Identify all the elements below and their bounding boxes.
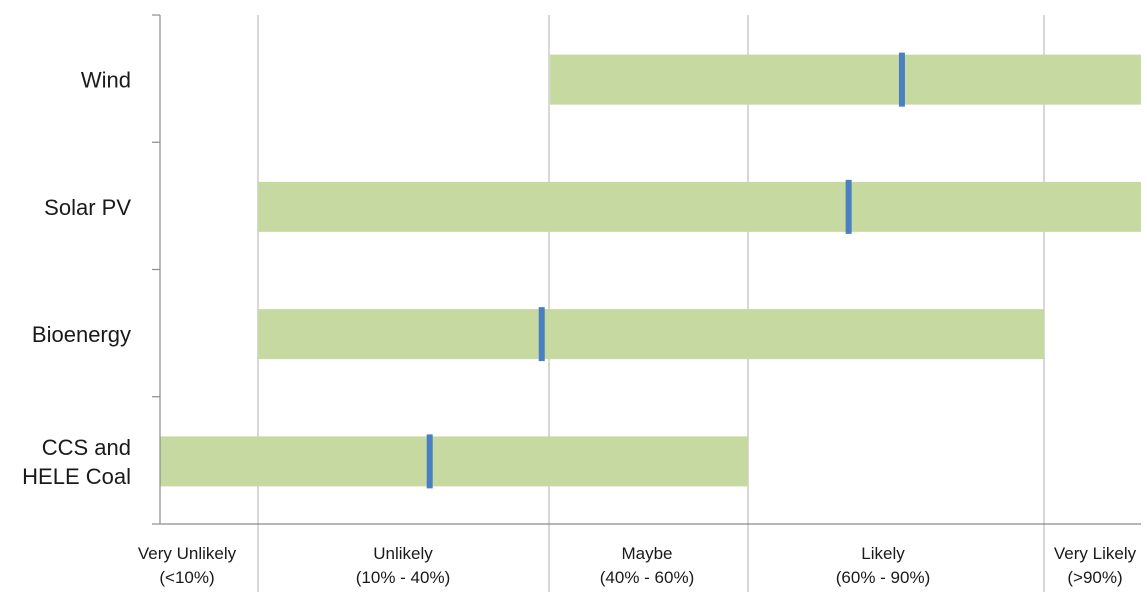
x-tick-label-0-0: Very Unlikely: [138, 544, 237, 563]
range-bar-0: [549, 54, 1141, 105]
x-tick-label-4-0: Very Likely: [1054, 544, 1137, 563]
range-bar-1: [258, 181, 1141, 232]
x-tick-label-1-0: Unlikely: [373, 544, 433, 563]
category-label-3-1: HELE Coal: [22, 464, 131, 489]
range-bar-2: [258, 309, 1044, 360]
x-tick-label-0-1: (<10%): [159, 568, 214, 587]
estimate-marker-2: [538, 307, 545, 362]
category-label-1-0: Solar PV: [44, 195, 131, 220]
estimate-marker-1: [845, 179, 852, 234]
category-label-3-0: CCS and: [42, 435, 131, 460]
category-label-2-0: Bioenergy: [32, 322, 131, 347]
gridlines: [257, 15, 1045, 592]
category-label-0-0: Wind: [81, 68, 131, 93]
x-tick-label-4-1: (>90%): [1067, 568, 1122, 587]
x-tick-label-2-0: Maybe: [621, 544, 672, 563]
estimate-marker-0: [898, 52, 905, 107]
range-bars: [160, 52, 1141, 489]
x-tick-label-3-1: (60% - 90%): [836, 568, 930, 587]
axes: [152, 14, 1141, 525]
x-tick-label-1-1: (10% - 40%): [356, 568, 450, 587]
x-tick-label-2-1: (40% - 60%): [600, 568, 694, 587]
range-bar-3: [160, 436, 748, 487]
labels: Wind Solar PV Bioenergy CCS and HELE Coal Ver…: [22, 68, 1136, 587]
estimate-marker-3: [426, 434, 433, 489]
x-tick-label-3-0: Likely: [861, 544, 905, 563]
